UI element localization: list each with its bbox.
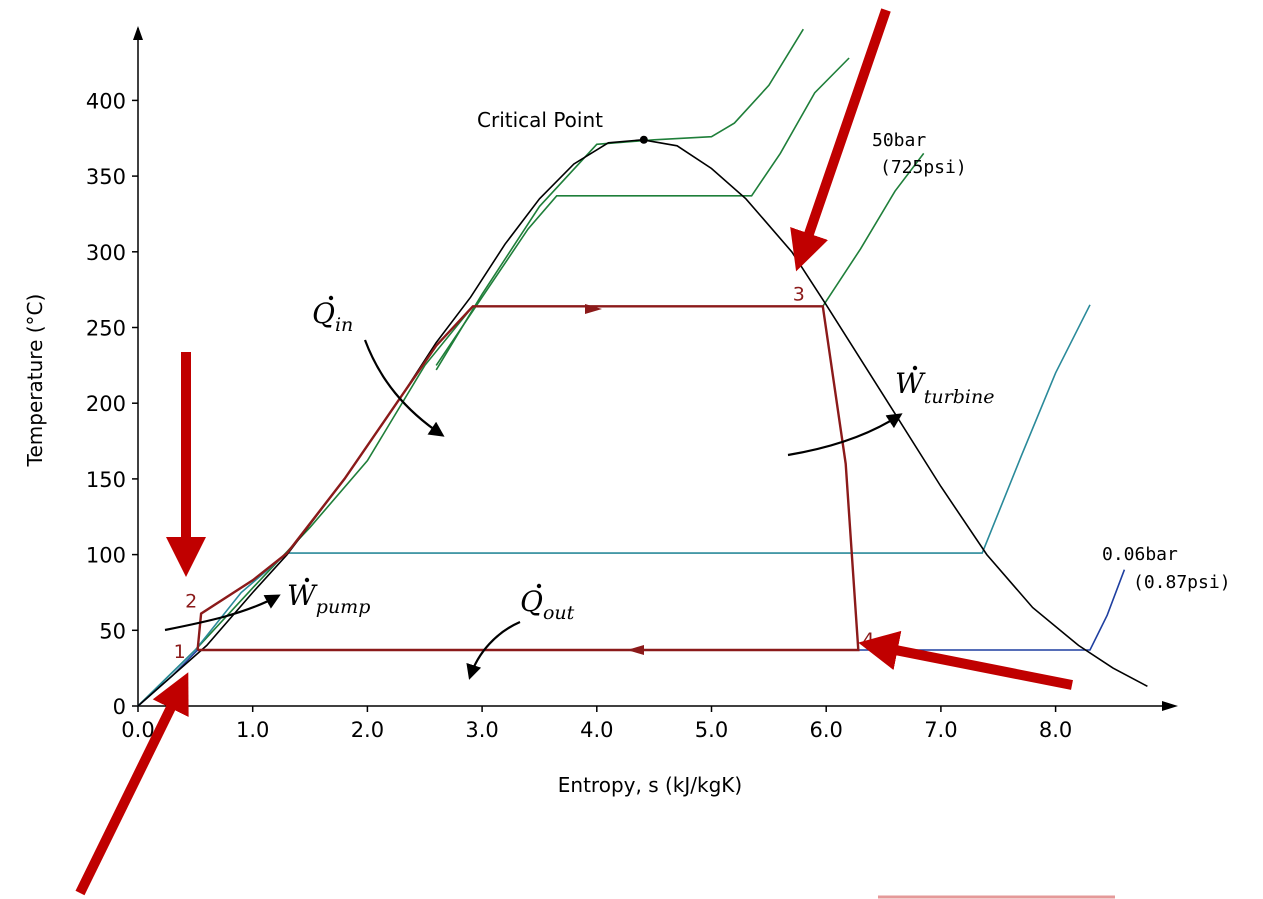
cycle-direction-arrow-top xyxy=(585,304,602,314)
y-tick-label: 300 xyxy=(86,241,126,265)
w-pump-sub: pump xyxy=(316,596,371,618)
x-axis-title: Entropy, s (kJ/kgK) xyxy=(558,773,742,797)
q-out-dot xyxy=(536,583,542,589)
critical-point-label: Critical Point xyxy=(477,108,603,132)
y-tick-label: 100 xyxy=(86,544,126,568)
q-in-sub: in xyxy=(335,314,353,336)
state-label-2: 2 xyxy=(185,591,197,613)
y-tick-label: 250 xyxy=(86,317,126,341)
isobar-line-4 xyxy=(137,569,1126,707)
isobar-label-50bar: 50bar xyxy=(872,130,926,151)
saturation-dome xyxy=(137,138,1148,707)
isobar-label-006bar: 0.06bar xyxy=(1102,544,1178,565)
q-in-arrow xyxy=(363,339,445,437)
x-axis-arrow xyxy=(1162,701,1178,711)
w-pump-arrow xyxy=(164,594,281,632)
x-tick-label: 7.0 xyxy=(924,718,957,742)
x-tick-label: 0.0 xyxy=(121,718,154,742)
w-turbine-dot xyxy=(912,365,918,371)
w-turbine-symbol: W xyxy=(895,367,926,400)
x-tick-label: 8.0 xyxy=(1039,718,1072,742)
y-axis-arrow xyxy=(133,26,143,40)
w-turbine-sub: turbine xyxy=(924,386,995,408)
cycle-line xyxy=(196,305,860,652)
x-tick-label: 3.0 xyxy=(465,718,498,742)
state-label-3: 3 xyxy=(793,283,805,305)
rankine-cycle xyxy=(196,305,860,652)
x-tick-label: 6.0 xyxy=(809,718,842,742)
y-tick-label: 350 xyxy=(86,165,126,189)
q-in-dot xyxy=(328,295,334,301)
isobar-line-0 xyxy=(137,152,925,707)
isobar-line-1 xyxy=(435,57,850,366)
isobar-label-725psi: (725psi) xyxy=(880,157,967,178)
isobar-line-2 xyxy=(435,28,804,371)
w-turbine-arrow xyxy=(787,413,903,457)
isobar-line-3 xyxy=(137,304,1091,707)
red-arrow-to-point-3 xyxy=(790,8,891,272)
isobar-label-087psi: (0.87psi) xyxy=(1133,572,1231,593)
x-tick-label: 5.0 xyxy=(695,718,728,742)
red-arrow-to-point-1 xyxy=(75,672,189,896)
w-pump-annotation: Wpump xyxy=(164,577,370,632)
q-out-arrow xyxy=(466,620,521,680)
isobar-lines xyxy=(137,28,1126,707)
q-out-annotation: Qout xyxy=(466,583,575,680)
svg-text:Wpump: Wpump xyxy=(287,579,370,618)
q-out-symbol: Q xyxy=(520,585,543,618)
red-arrow-to-point-4 xyxy=(858,630,1073,690)
q-out-sub: out xyxy=(543,602,575,624)
w-pump-dot xyxy=(304,577,310,583)
x-tick-label: 2.0 xyxy=(351,718,384,742)
critical-point-marker xyxy=(639,135,648,144)
y-tick-label: 50 xyxy=(99,619,126,643)
y-tick-label: 0 xyxy=(113,695,126,719)
svg-text:Wturbine: Wturbine xyxy=(895,367,994,408)
w-pump-symbol: W xyxy=(287,579,318,612)
x-tick-label: 4.0 xyxy=(580,718,613,742)
q-in-annotation: Qin xyxy=(312,295,445,437)
red-callout-arrows xyxy=(75,8,1073,896)
y-tick-label: 200 xyxy=(86,392,126,416)
w-turbine-annotation: Wturbine xyxy=(787,365,994,457)
y-tick-label: 400 xyxy=(86,89,126,113)
axis-ticks xyxy=(132,99,1057,712)
saturation-dome-line xyxy=(137,138,1148,707)
cycle-direction-arrow-bottom xyxy=(627,645,644,655)
tick-labels: 0.0 1.0 2.0 3.0 4.0 5.0 6.0 7.0 8.0 0 50 100 150 200 2… xyxy=(86,89,1072,742)
svg-text:Qin: Qin xyxy=(312,297,353,336)
svg-text:Qout: Qout xyxy=(520,585,575,624)
y-tick-label: 150 xyxy=(86,468,126,492)
y-axis-title: Temperature (°C) xyxy=(23,294,47,468)
x-tick-label: 1.0 xyxy=(236,718,269,742)
q-in-symbol: Q xyxy=(312,297,335,330)
state-label-1: 1 xyxy=(174,641,186,663)
